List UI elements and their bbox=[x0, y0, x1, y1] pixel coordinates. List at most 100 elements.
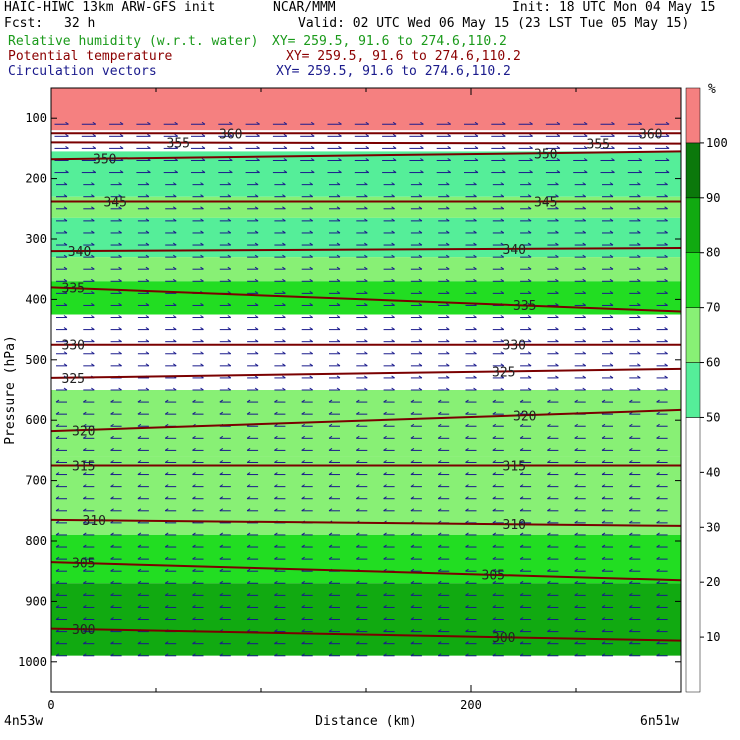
vector-head-1139 bbox=[519, 411, 524, 415]
vector-head-821 bbox=[582, 327, 586, 331]
vector-head-133 bbox=[611, 145, 615, 149]
vector-head-1049 bbox=[555, 387, 559, 391]
vector-head-511 bbox=[118, 254, 122, 258]
vector-head-9 bbox=[174, 121, 178, 125]
vector-head-1209 bbox=[219, 435, 224, 439]
vector-head-1677 bbox=[328, 556, 333, 560]
vector-head-183 bbox=[665, 158, 670, 161]
vector-head-1689 bbox=[492, 556, 497, 560]
theta-label-350-0: 350 bbox=[93, 153, 116, 168]
vector-head-271 bbox=[609, 182, 614, 186]
vector-head-797 bbox=[254, 327, 259, 331]
vector-head-479 bbox=[309, 242, 313, 246]
vector-head-1929 bbox=[629, 617, 633, 620]
vector-head-587 bbox=[527, 266, 532, 270]
vector-head-1581 bbox=[274, 532, 278, 536]
vector-head-1681 bbox=[383, 556, 387, 560]
vector-head-957 bbox=[555, 363, 559, 367]
vector-head-715 bbox=[391, 303, 395, 306]
vector-head-1261 bbox=[301, 447, 305, 451]
vector-head-569 bbox=[282, 266, 286, 270]
vector-head-303 bbox=[418, 194, 423, 198]
vector-head-329 bbox=[145, 206, 150, 210]
vector-head-1915 bbox=[437, 617, 442, 620]
vector-head-315 bbox=[582, 194, 586, 198]
vector-head-1411 bbox=[465, 484, 469, 488]
theta-label-335-1: 335 bbox=[513, 299, 536, 314]
vector-head-1791 bbox=[629, 580, 633, 584]
vector-head-1703 bbox=[55, 568, 60, 572]
vector-head-825 bbox=[637, 327, 641, 331]
vector-head-1601 bbox=[547, 532, 551, 536]
vector-head-225 bbox=[611, 170, 615, 173]
vector-head-63 bbox=[283, 133, 288, 137]
vector-head-259 bbox=[445, 182, 450, 186]
vector-head-367 bbox=[664, 206, 668, 210]
vector-head-1295 bbox=[137, 460, 142, 463]
field-theta-xy: XY= 259.5, 91.6 to 274.6,110.2 bbox=[286, 49, 521, 64]
vector-head-137 bbox=[665, 145, 670, 149]
vector-head-749 bbox=[227, 315, 232, 318]
vector-head-395 bbox=[418, 218, 423, 222]
vector-head-1963 bbox=[465, 629, 469, 633]
vector-head-1079 bbox=[328, 399, 333, 403]
vector-head-1027 bbox=[254, 387, 259, 391]
vector-head-1469 bbox=[629, 496, 633, 500]
vector-head-1569 bbox=[110, 532, 114, 536]
vector-head-317 bbox=[609, 194, 614, 198]
vector-head-2009 bbox=[465, 641, 469, 645]
theta-label-335-0: 335 bbox=[62, 282, 85, 297]
vector-head-1135 bbox=[465, 411, 469, 415]
vector-head-1115 bbox=[192, 411, 196, 415]
vector-head-1443 bbox=[274, 496, 278, 500]
vector-head-1879 bbox=[574, 605, 578, 608]
vector-head-1999 bbox=[328, 641, 333, 645]
vector-head-817 bbox=[527, 327, 532, 331]
vector-head-161 bbox=[365, 158, 370, 161]
vector-head-57 bbox=[201, 133, 206, 137]
vector-head-1865 bbox=[383, 605, 387, 608]
vector-head-1245 bbox=[83, 447, 87, 451]
vector-head-961 bbox=[609, 363, 614, 367]
vector-head-1755 bbox=[137, 580, 142, 584]
vector-head-1227 bbox=[465, 435, 469, 439]
vector-head-535 bbox=[445, 254, 450, 258]
vector-head-1353 bbox=[301, 472, 305, 475]
vector-head-879 bbox=[118, 351, 122, 355]
vector-head-1519 bbox=[55, 520, 60, 524]
vector-head-359 bbox=[555, 206, 559, 210]
vector-head-1637 bbox=[410, 544, 415, 548]
vector-head-1299 bbox=[192, 460, 196, 463]
vector-head-1255 bbox=[219, 447, 224, 451]
vector-head-1223 bbox=[410, 435, 415, 439]
vector-head-119 bbox=[420, 145, 424, 149]
vector-head-1933 bbox=[55, 629, 60, 633]
vector-head-1307 bbox=[301, 460, 305, 463]
vector-head-1363 bbox=[437, 472, 442, 475]
vector-head-907 bbox=[500, 351, 505, 355]
vector-head-1121 bbox=[274, 411, 278, 415]
vector-head-1317 bbox=[437, 460, 442, 463]
vector-head-1367 bbox=[492, 472, 497, 475]
vector-head-1785 bbox=[547, 580, 551, 584]
vector-head-807 bbox=[391, 327, 395, 331]
vector-head-491 bbox=[473, 242, 477, 246]
vector-head-1577 bbox=[219, 532, 224, 536]
vector-head-1753 bbox=[110, 580, 114, 584]
vector-head-1775 bbox=[410, 580, 415, 584]
vector-head-1635 bbox=[383, 544, 387, 548]
vector-head-1129 bbox=[383, 411, 387, 415]
vector-head-295 bbox=[309, 194, 313, 198]
vector-head-673 bbox=[445, 290, 450, 294]
vector-head-487 bbox=[418, 242, 423, 246]
vector-head-941 bbox=[336, 363, 341, 367]
vector-head-1329 bbox=[601, 460, 606, 463]
vector-head-1761 bbox=[219, 580, 224, 584]
vector-head-1923 bbox=[547, 617, 551, 620]
vector-head-507 bbox=[63, 254, 68, 258]
vector-head-2015 bbox=[547, 641, 551, 645]
vector-head-2025 bbox=[55, 653, 60, 657]
vector-head-699 bbox=[172, 303, 177, 306]
vector-head-1059 bbox=[55, 399, 60, 403]
vector-head-427 bbox=[227, 230, 232, 234]
